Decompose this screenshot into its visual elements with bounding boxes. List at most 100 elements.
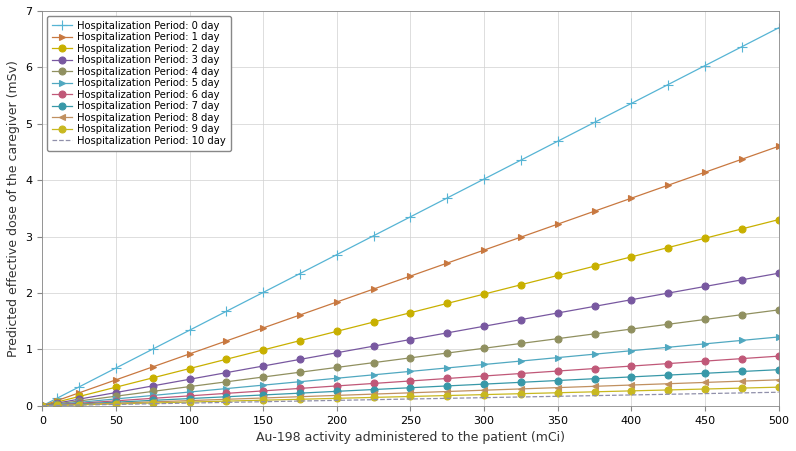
- Hospitalization Period: 4 day: (125, 0.425): 4 day: (125, 0.425): [221, 379, 231, 385]
- Hospitalization Period: 10 day: (500, 0.24): 10 day: (500, 0.24): [774, 390, 783, 395]
- Line: Hospitalization Period: 7 day: Hospitalization Period: 7 day: [39, 366, 782, 409]
- Line: Hospitalization Period: 9 day: Hospitalization Period: 9 day: [39, 384, 782, 409]
- Hospitalization Period: 2 day: (500, 3.3): 2 day: (500, 3.3): [774, 217, 783, 222]
- Hospitalization Period: 2 day: (175, 1.16): 2 day: (175, 1.16): [295, 338, 305, 343]
- Hospitalization Period: 4 day: (50, 0.17): 4 day: (50, 0.17): [111, 393, 121, 399]
- Hospitalization Period: 10 day: (225, 0.108): 10 day: (225, 0.108): [369, 397, 378, 402]
- Hospitalization Period: 2 day: (125, 0.825): 2 day: (125, 0.825): [221, 357, 231, 362]
- Hospitalization Period: 10 day: (75, 0.036): 10 day: (75, 0.036): [148, 401, 158, 406]
- Hospitalization Period: 4 day: (275, 0.935): 4 day: (275, 0.935): [443, 350, 452, 356]
- Hospitalization Period: 2 day: (25, 0.165): 2 day: (25, 0.165): [74, 394, 84, 399]
- Hospitalization Period: 2 day: (200, 1.32): 2 day: (200, 1.32): [332, 329, 341, 334]
- Hospitalization Period: 10 day: (375, 0.18): 10 day: (375, 0.18): [590, 393, 599, 398]
- Hospitalization Period: 8 day: (425, 0.391): 8 day: (425, 0.391): [663, 381, 673, 387]
- Hospitalization Period: 6 day: (200, 0.352): 6 day: (200, 0.352): [332, 383, 341, 389]
- Hospitalization Period: 7 day: (475, 0.608): 7 day: (475, 0.608): [737, 369, 747, 374]
- Hospitalization Period: 6 day: (450, 0.792): 6 day: (450, 0.792): [700, 359, 710, 364]
- Hospitalization Period: 2 day: (325, 2.15): 2 day: (325, 2.15): [516, 282, 525, 287]
- Line: Hospitalization Period: 6 day: Hospitalization Period: 6 day: [39, 353, 782, 409]
- Hospitalization Period: 5 day: (300, 0.732): 5 day: (300, 0.732): [479, 362, 489, 367]
- Hospitalization Period: 8 day: (350, 0.322): 8 day: (350, 0.322): [553, 385, 563, 390]
- Hospitalization Period: 4 day: (200, 0.68): 4 day: (200, 0.68): [332, 365, 341, 370]
- Hospitalization Period: 5 day: (350, 0.854): 5 day: (350, 0.854): [553, 355, 563, 360]
- Hospitalization Period: 2 day: (0, 0): 2 day: (0, 0): [37, 403, 47, 409]
- Hospitalization Period: 6 day: (500, 0.88): 6 day: (500, 0.88): [774, 354, 783, 359]
- Hospitalization Period: 5 day: (425, 1.04): 5 day: (425, 1.04): [663, 345, 673, 350]
- Hospitalization Period: 0 day: (475, 6.37): 0 day: (475, 6.37): [737, 44, 747, 50]
- Hospitalization Period: 4 day: (350, 1.19): 4 day: (350, 1.19): [553, 336, 563, 341]
- Hospitalization Period: 10 day: (10, 0.0048): 10 day: (10, 0.0048): [53, 403, 62, 408]
- Hospitalization Period: 9 day: (75, 0.0495): 9 day: (75, 0.0495): [148, 400, 158, 406]
- Hospitalization Period: 3 day: (300, 1.41): 3 day: (300, 1.41): [479, 323, 489, 329]
- Hospitalization Period: 1 day: (450, 4.14): 1 day: (450, 4.14): [700, 170, 710, 175]
- Hospitalization Period: 1 day: (225, 2.07): 1 day: (225, 2.07): [369, 286, 378, 292]
- Hospitalization Period: 10 day: (25, 0.012): 10 day: (25, 0.012): [74, 402, 84, 408]
- Hospitalization Period: 4 day: (175, 0.595): 4 day: (175, 0.595): [295, 369, 305, 375]
- Hospitalization Period: 0 day: (10, 0.134): 0 day: (10, 0.134): [53, 396, 62, 401]
- Hospitalization Period: 2 day: (10, 0.066): 2 day: (10, 0.066): [53, 399, 62, 405]
- Hospitalization Period: 4 day: (250, 0.85): 4 day: (250, 0.85): [406, 355, 416, 360]
- Hospitalization Period: 1 day: (400, 3.68): 1 day: (400, 3.68): [626, 195, 636, 201]
- Hospitalization Period: 10 day: (0, 0): 10 day: (0, 0): [37, 403, 47, 409]
- Hospitalization Period: 7 day: (425, 0.544): 7 day: (425, 0.544): [663, 373, 673, 378]
- Hospitalization Period: 2 day: (425, 2.81): 2 day: (425, 2.81): [663, 245, 673, 250]
- Hospitalization Period: 0 day: (350, 4.69): 0 day: (350, 4.69): [553, 138, 563, 144]
- Hospitalization Period: 1 day: (175, 1.61): 1 day: (175, 1.61): [295, 312, 305, 318]
- Hospitalization Period: 3 day: (0, 0): 3 day: (0, 0): [37, 403, 47, 409]
- Hospitalization Period: 7 day: (75, 0.096): 7 day: (75, 0.096): [148, 398, 158, 403]
- Hospitalization Period: 5 day: (250, 0.61): 5 day: (250, 0.61): [406, 368, 416, 374]
- Hospitalization Period: 3 day: (400, 1.88): 3 day: (400, 1.88): [626, 297, 636, 303]
- Hospitalization Period: 8 day: (450, 0.414): 8 day: (450, 0.414): [700, 380, 710, 385]
- Hospitalization Period: 1 day: (300, 2.76): 1 day: (300, 2.76): [479, 248, 489, 253]
- Hospitalization Period: 7 day: (500, 0.64): 7 day: (500, 0.64): [774, 367, 783, 373]
- Hospitalization Period: 9 day: (200, 0.132): 9 day: (200, 0.132): [332, 396, 341, 401]
- Line: Hospitalization Period: 10 day: Hospitalization Period: 10 day: [42, 392, 778, 406]
- Hospitalization Period: 0 day: (225, 3.02): 0 day: (225, 3.02): [369, 233, 378, 239]
- Hospitalization Period: 8 day: (175, 0.161): 8 day: (175, 0.161): [295, 394, 305, 400]
- Hospitalization Period: 7 day: (50, 0.064): 7 day: (50, 0.064): [111, 400, 121, 405]
- Hospitalization Period: 8 day: (50, 0.046): 8 day: (50, 0.046): [111, 400, 121, 406]
- Hospitalization Period: 6 day: (475, 0.836): 6 day: (475, 0.836): [737, 356, 747, 361]
- Hospitalization Period: 6 day: (250, 0.44): 6 day: (250, 0.44): [406, 378, 416, 384]
- Hospitalization Period: 0 day: (150, 2.01): 0 day: (150, 2.01): [259, 290, 268, 295]
- Hospitalization Period: 8 day: (275, 0.253): 8 day: (275, 0.253): [443, 389, 452, 394]
- Hospitalization Period: 1 day: (350, 3.22): 1 day: (350, 3.22): [553, 221, 563, 227]
- Hospitalization Period: 3 day: (100, 0.47): 3 day: (100, 0.47): [185, 377, 194, 382]
- Hospitalization Period: 8 day: (300, 0.276): 8 day: (300, 0.276): [479, 387, 489, 393]
- Hospitalization Period: 7 day: (325, 0.416): 7 day: (325, 0.416): [516, 380, 525, 385]
- Hospitalization Period: 5 day: (225, 0.549): 5 day: (225, 0.549): [369, 372, 378, 377]
- Hospitalization Period: 1 day: (75, 0.69): 1 day: (75, 0.69): [148, 364, 158, 369]
- Hospitalization Period: 3 day: (350, 1.65): 3 day: (350, 1.65): [553, 310, 563, 316]
- Hospitalization Period: 8 day: (0, 0): 8 day: (0, 0): [37, 403, 47, 409]
- Hospitalization Period: 5 day: (75, 0.183): 5 day: (75, 0.183): [148, 393, 158, 398]
- Hospitalization Period: 8 day: (500, 0.46): 8 day: (500, 0.46): [774, 377, 783, 382]
- Hospitalization Period: 9 day: (400, 0.264): 9 day: (400, 0.264): [626, 388, 636, 394]
- Hospitalization Period: 2 day: (225, 1.49): 2 day: (225, 1.49): [369, 319, 378, 325]
- Hospitalization Period: 4 day: (450, 1.53): 4 day: (450, 1.53): [700, 317, 710, 322]
- Hospitalization Period: 1 day: (425, 3.91): 1 day: (425, 3.91): [663, 183, 673, 188]
- Hospitalization Period: 9 day: (225, 0.148): 9 day: (225, 0.148): [369, 395, 378, 400]
- Hospitalization Period: 9 day: (10, 0.0066): 9 day: (10, 0.0066): [53, 403, 62, 408]
- Line: Hospitalization Period: 8 day: Hospitalization Period: 8 day: [39, 376, 782, 409]
- Hospitalization Period: 6 day: (75, 0.132): 6 day: (75, 0.132): [148, 396, 158, 401]
- Hospitalization Period: 8 day: (100, 0.092): 8 day: (100, 0.092): [185, 398, 194, 403]
- Hospitalization Period: 5 day: (25, 0.061): 5 day: (25, 0.061): [74, 400, 84, 405]
- Line: Hospitalization Period: 4 day: Hospitalization Period: 4 day: [39, 306, 782, 409]
- Hospitalization Period: 4 day: (75, 0.255): 4 day: (75, 0.255): [148, 389, 158, 394]
- Hospitalization Period: 8 day: (75, 0.069): 8 day: (75, 0.069): [148, 399, 158, 405]
- Hospitalization Period: 0 day: (375, 5.03): 0 day: (375, 5.03): [590, 120, 599, 125]
- Hospitalization Period: 9 day: (475, 0.314): 9 day: (475, 0.314): [737, 386, 747, 391]
- Hospitalization Period: 1 day: (0, 0): 1 day: (0, 0): [37, 403, 47, 409]
- Hospitalization Period: 3 day: (325, 1.53): 3 day: (325, 1.53): [516, 317, 525, 322]
- Hospitalization Period: 9 day: (0, 0): 9 day: (0, 0): [37, 403, 47, 409]
- Hospitalization Period: 5 day: (275, 0.671): 5 day: (275, 0.671): [443, 365, 452, 371]
- Hospitalization Period: 3 day: (450, 2.12): 3 day: (450, 2.12): [700, 284, 710, 289]
- Hospitalization Period: 3 day: (10, 0.047): 3 day: (10, 0.047): [53, 400, 62, 406]
- Hospitalization Period: 5 day: (200, 0.488): 5 day: (200, 0.488): [332, 376, 341, 381]
- Hospitalization Period: 8 day: (250, 0.23): 8 day: (250, 0.23): [406, 390, 416, 396]
- Hospitalization Period: 3 day: (500, 2.35): 3 day: (500, 2.35): [774, 271, 783, 276]
- Hospitalization Period: 7 day: (300, 0.384): 7 day: (300, 0.384): [479, 382, 489, 387]
- Hospitalization Period: 5 day: (125, 0.305): 5 day: (125, 0.305): [221, 386, 231, 391]
- Hospitalization Period: 6 day: (175, 0.308): 6 day: (175, 0.308): [295, 386, 305, 391]
- Hospitalization Period: 2 day: (475, 3.13): 2 day: (475, 3.13): [737, 226, 747, 232]
